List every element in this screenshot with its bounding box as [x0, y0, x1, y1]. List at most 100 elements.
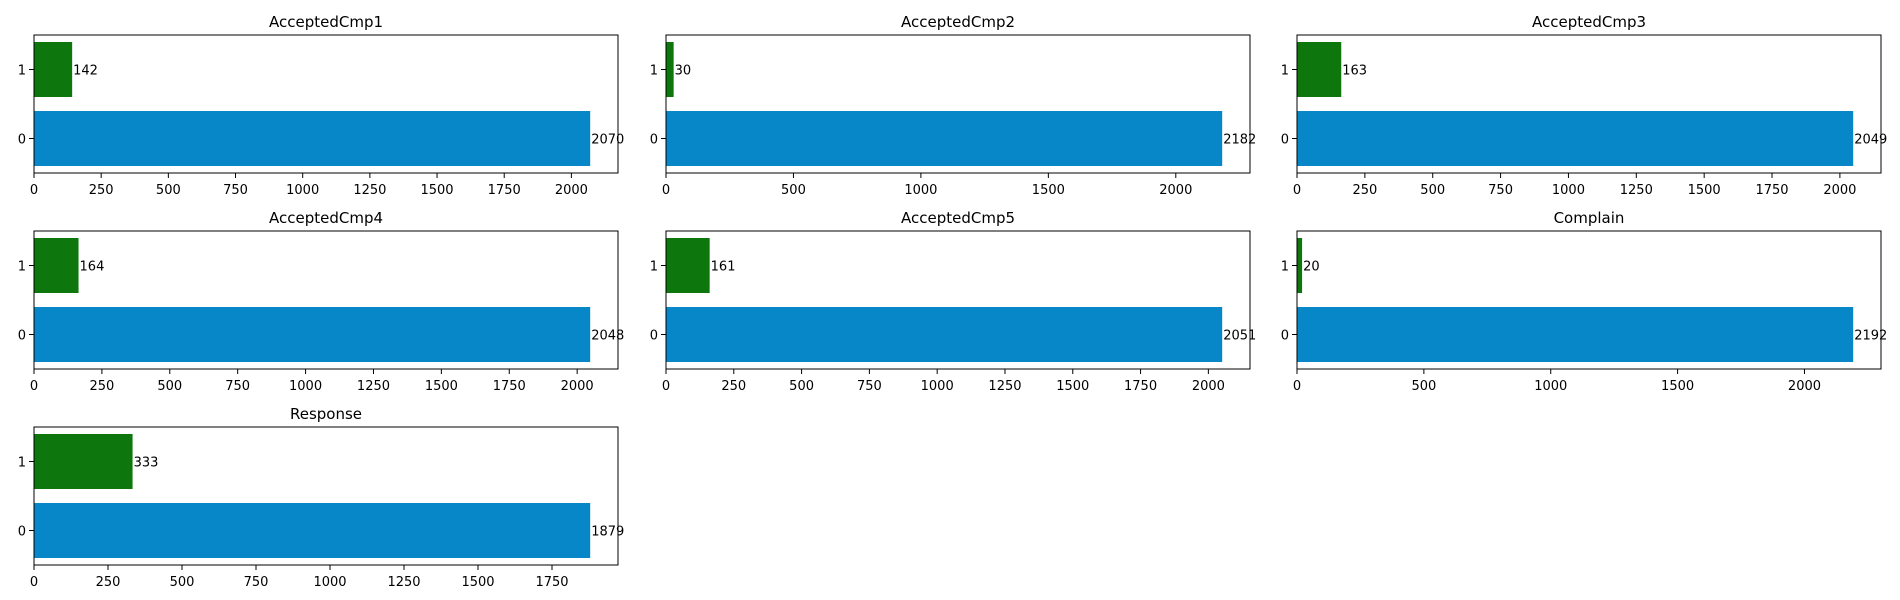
bar-value-label: 164 — [80, 260, 105, 275]
bar-value-label: 2192 — [1854, 329, 1887, 344]
y-tick-label: 1 — [1281, 260, 1289, 275]
x-tick-label: 250 — [89, 379, 114, 394]
bar-value-label: 333 — [134, 456, 159, 471]
x-tick-label: 2000 — [1159, 183, 1192, 198]
subplot-title: AcceptedCmp5 — [901, 209, 1015, 227]
x-tick-label: 1500 — [1056, 379, 1089, 394]
bar-value-label: 1879 — [591, 525, 624, 540]
y-tick-label: 1 — [650, 260, 658, 275]
bar — [1297, 111, 1854, 166]
x-tick-label: 1500 — [1032, 183, 1065, 198]
x-tick-label: 1250 — [1620, 183, 1653, 198]
plot-frame — [665, 230, 1251, 370]
x-tick-label: 1000 — [289, 379, 322, 394]
y-tick-label: 0 — [18, 133, 26, 148]
x-tick-label: 1750 — [488, 183, 521, 198]
bar — [34, 111, 591, 166]
x-tick-label: 0 — [30, 379, 38, 394]
y-tick-label: 1 — [1281, 64, 1289, 79]
bar — [1297, 42, 1342, 97]
x-tick-label: 0 — [1293, 183, 1301, 198]
plot-frame — [665, 34, 1251, 174]
bar-value-label: 2070 — [591, 133, 624, 148]
x-tick-label: 0 — [30, 575, 38, 590]
x-tick-label: 1750 — [1124, 379, 1157, 394]
x-tick-label: 1500 — [461, 575, 494, 590]
bar — [34, 503, 591, 558]
subplot: AcceptedCmp5 2051 161 0 1 0 250 500 750 1000 1250 1… — [650, 209, 1257, 394]
x-tick-label: 500 — [1411, 379, 1436, 394]
bar — [1297, 307, 1854, 362]
subplot-title: Response — [290, 405, 362, 423]
bar-value-label: 142 — [73, 64, 98, 79]
bar — [34, 238, 79, 293]
bar-value-label: 2048 — [591, 329, 624, 344]
y-tick-label: 1 — [650, 64, 658, 79]
subplot: AcceptedCmp2 2182 30 0 1 0 500 1000 1500 2000 — [650, 13, 1257, 198]
x-tick-label: 250 — [721, 379, 746, 394]
x-tick-label: 750 — [1488, 183, 1513, 198]
x-tick-label: 250 — [96, 575, 121, 590]
plot-frame — [33, 230, 619, 370]
bar — [1297, 238, 1303, 293]
subplot-title: Complain — [1554, 209, 1625, 227]
x-tick-label: 1000 — [1534, 379, 1567, 394]
bar — [34, 434, 133, 489]
bar-value-label: 20 — [1303, 260, 1320, 275]
x-tick-label: 1000 — [286, 183, 319, 198]
x-tick-label: 1250 — [387, 575, 420, 590]
x-tick-label: 1750 — [493, 379, 526, 394]
y-tick-label: 0 — [650, 329, 658, 344]
x-tick-label: 1000 — [921, 379, 954, 394]
subplot: Response 1879 333 0 1 0 250 500 750 1000 1250 1500 1… — [18, 405, 625, 590]
x-tick-label: 0 — [1293, 379, 1301, 394]
x-tick-label: 1750 — [535, 575, 568, 590]
x-tick-label: 500 — [157, 379, 182, 394]
plot-frame — [33, 426, 619, 566]
x-tick-label: 1500 — [1661, 379, 1694, 394]
y-tick-label: 1 — [18, 456, 26, 471]
x-tick-label: 1500 — [420, 183, 453, 198]
plot-frame — [1296, 230, 1882, 370]
x-tick-label: 2000 — [1823, 183, 1856, 198]
bar-value-label: 30 — [675, 64, 692, 79]
subplot: AcceptedCmp4 2048 164 0 1 0 250 500 750 1000 1250 1… — [18, 209, 625, 394]
bar — [666, 307, 1223, 362]
x-tick-label: 1500 — [425, 379, 458, 394]
plot-frame — [33, 34, 619, 174]
x-tick-label: 750 — [244, 575, 269, 590]
bar — [666, 111, 1223, 166]
x-tick-label: 500 — [781, 183, 806, 198]
y-tick-label: 0 — [650, 133, 658, 148]
x-tick-label: 0 — [30, 183, 38, 198]
plot-frame — [1296, 34, 1882, 174]
bar — [34, 42, 73, 97]
subplot: AcceptedCmp3 2049 163 0 1 0 250 500 750 1000 1250 1… — [1281, 13, 1888, 198]
x-tick-label: 250 — [1352, 183, 1377, 198]
bar-value-label: 161 — [711, 260, 736, 275]
subplot: AcceptedCmp1 2070 142 0 1 0 250 500 750 1000 1250 1… — [18, 13, 625, 198]
x-tick-label: 1000 — [904, 183, 937, 198]
subplot-title: AcceptedCmp1 — [269, 13, 383, 31]
bar — [666, 42, 674, 97]
x-tick-label: 2000 — [1192, 379, 1225, 394]
x-tick-label: 2000 — [561, 379, 594, 394]
x-tick-label: 1250 — [357, 379, 390, 394]
bar-value-label: 2049 — [1854, 133, 1887, 148]
x-tick-label: 2000 — [1788, 379, 1821, 394]
x-tick-label: 0 — [662, 379, 670, 394]
x-tick-label: 500 — [170, 575, 195, 590]
subplot: Complain 2192 20 0 1 0 500 1000 1500 2000 — [1281, 209, 1888, 394]
bar — [666, 238, 710, 293]
x-tick-label: 750 — [225, 379, 250, 394]
bar — [34, 307, 591, 362]
x-tick-label: 1250 — [353, 183, 386, 198]
x-tick-label: 500 — [1420, 183, 1445, 198]
bar-value-label: 163 — [1342, 64, 1367, 79]
y-tick-label: 0 — [18, 525, 26, 540]
x-tick-label: 1250 — [988, 379, 1021, 394]
x-tick-label: 250 — [89, 183, 114, 198]
bar-value-label: 2051 — [1223, 329, 1256, 344]
bar-value-label: 2182 — [1223, 133, 1256, 148]
x-tick-label: 1000 — [1552, 183, 1585, 198]
